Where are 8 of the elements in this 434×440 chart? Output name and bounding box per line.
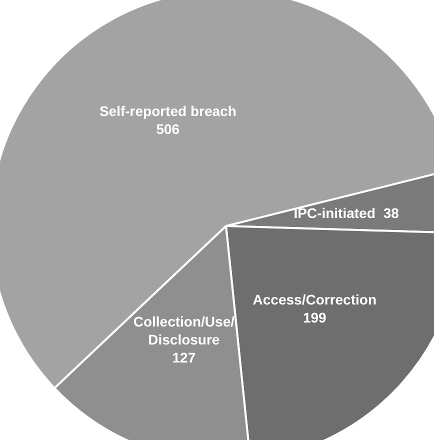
slice-label: Access/Correction (252, 291, 376, 308)
slice-label: Self-reported breach (99, 102, 236, 119)
data-label: 127 (172, 349, 196, 366)
data-label: 38 (383, 205, 400, 222)
slice-label: Collection/Use/Disclosure (133, 313, 235, 348)
data-label: 506 (156, 120, 180, 137)
data-label: 199 (302, 309, 327, 326)
slice-label: IPC-initiated (294, 205, 376, 222)
